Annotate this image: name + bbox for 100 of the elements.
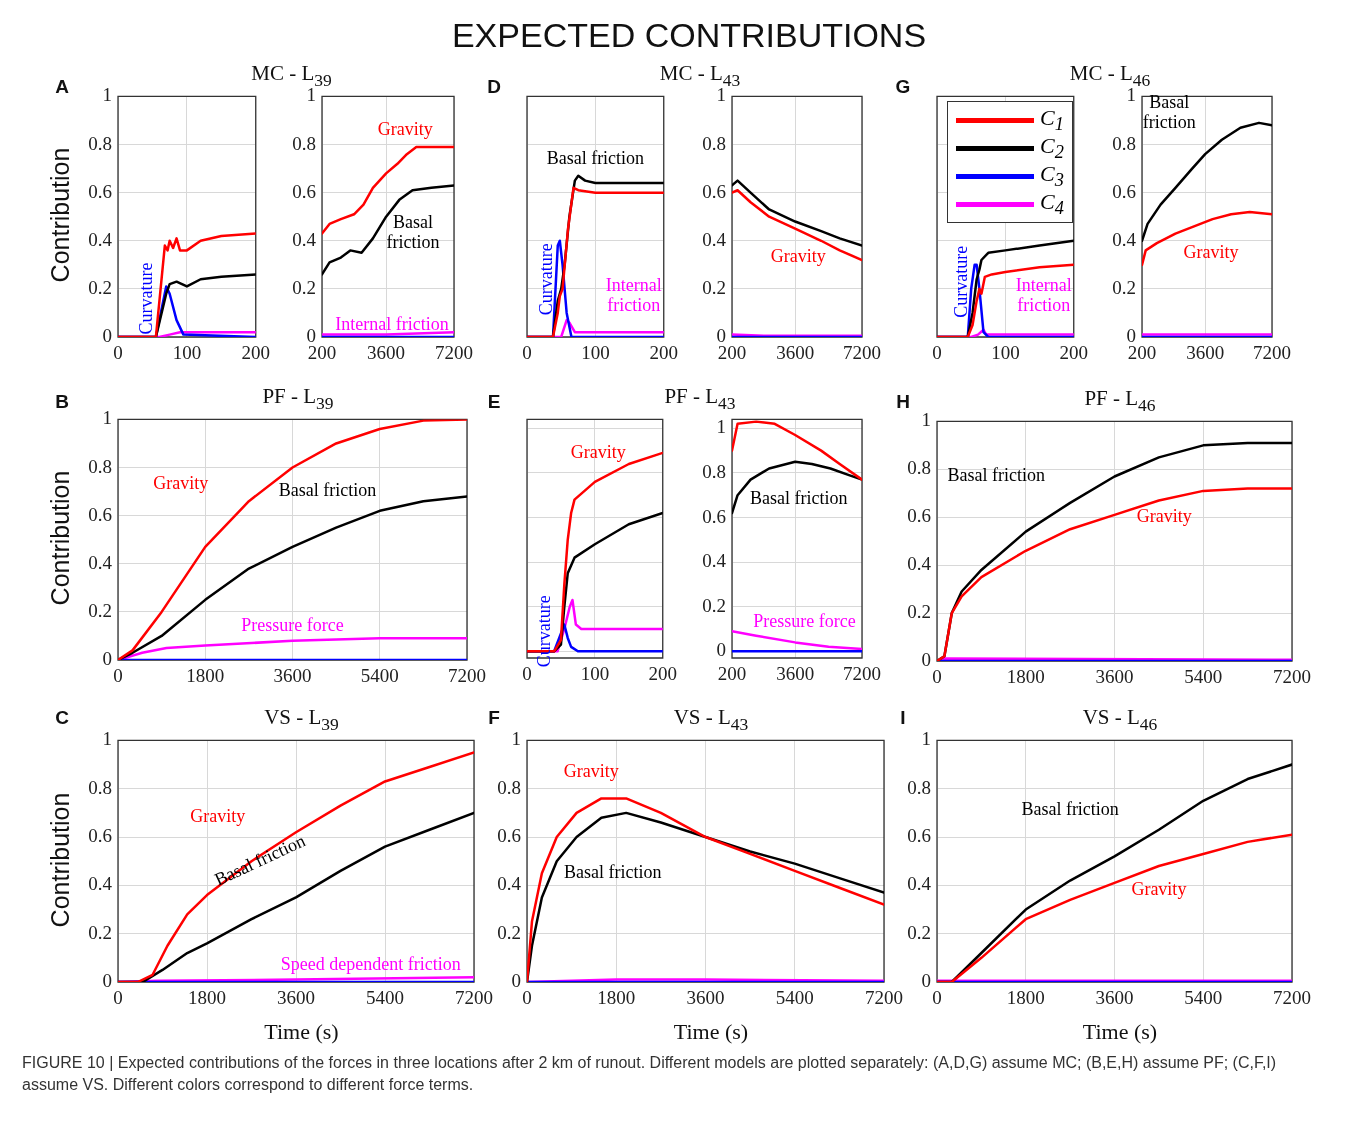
y-tick-label: 0.2 xyxy=(702,594,726,616)
y-tick-label: 0.4 xyxy=(88,873,113,895)
y-tick-label: 0.8 xyxy=(907,457,931,479)
y-tick-label: 1 xyxy=(102,84,112,106)
x-tick-label: 1800 xyxy=(1006,666,1045,688)
x-tick-label: 7200 xyxy=(1273,666,1311,688)
chart-title: PF - L$_{46}$ xyxy=(1084,386,1156,416)
text: G xyxy=(895,76,911,98)
y-tick-label: 0.2 xyxy=(907,921,931,943)
annotation: Basal friction xyxy=(1021,799,1119,820)
chart-title: PF - L$_{43}$ xyxy=(664,384,736,414)
y-axis-title: Contribution xyxy=(45,470,75,606)
y-tick-label: 0.8 xyxy=(702,132,726,154)
annotation: Curvature xyxy=(534,595,555,668)
y-axis-title: Contribution xyxy=(45,792,75,927)
y-tick-label: 0.6 xyxy=(907,825,931,847)
y-tick-label: 1 xyxy=(716,416,726,438)
x-tick-label: 100 xyxy=(172,342,202,364)
y-tick-label: 0.2 xyxy=(88,599,112,621)
y-tick-label: 0.6 xyxy=(497,825,521,847)
y-tick-label: 0.4 xyxy=(702,228,727,250)
annotation: Basal friction xyxy=(546,147,645,168)
x-tick-label: 200 xyxy=(648,663,677,685)
y-tick-label: 0.6 xyxy=(702,180,726,202)
y-tick-label: 0 xyxy=(102,969,112,991)
annotation: Internal friction xyxy=(605,274,662,315)
annotation: Gravity xyxy=(1136,505,1192,526)
annotation: Gravity xyxy=(377,118,433,139)
annotation: Gravity xyxy=(153,473,209,494)
y-tick-label: 0.6 xyxy=(702,505,726,527)
y-tick-label: 0 xyxy=(921,969,931,991)
x-tick-label: 1800 xyxy=(186,665,225,687)
text: C xyxy=(55,707,69,729)
x-tick-label: 5400 xyxy=(1184,666,1223,688)
annotation: Basal friction xyxy=(947,465,1046,486)
x-axis-title: Time (s) xyxy=(673,1019,749,1045)
y-tick-label: 0.4 xyxy=(88,551,113,573)
x-tick-label: 3600 xyxy=(686,987,725,1009)
text: I xyxy=(900,707,906,729)
y-tick-label: 0 xyxy=(921,648,931,670)
y-tick-label: 0.8 xyxy=(88,776,112,798)
annotation: Curvature xyxy=(951,245,972,318)
x-tick-label: 200 xyxy=(241,342,270,364)
x-tick-label: 5400 xyxy=(775,987,814,1009)
x-tick-label: 3600 xyxy=(277,987,315,1009)
annotation: Curvature xyxy=(536,243,557,316)
y-tick-label: 0.4 xyxy=(1112,228,1137,250)
x-tick-label: 100 xyxy=(581,342,610,364)
x-tick-label: 5400 xyxy=(366,987,404,1009)
y-tick-label: 0 xyxy=(716,639,726,661)
chart-title: VS - L$_{39}$ xyxy=(264,705,339,735)
y-tick-label: 0.4 xyxy=(907,873,932,895)
annotation: Gravity xyxy=(563,760,619,781)
y-tick-label: 0.8 xyxy=(907,776,931,798)
x-tick-label: 1800 xyxy=(188,987,226,1009)
caption: FIGURE 10 | Expected contributions of the forces in three locations after 2 km of runout. Different models are plotted separately: (A,D,G) assume MC; (B,E,H) assume PF; (C,F,I) assume VS. Different colors correspond to different force terms. xyxy=(22,1053,1278,1095)
y-tick-label: 1 xyxy=(921,728,931,750)
y-tick-label: 0.2 xyxy=(88,921,112,943)
y-tick-label: 0.2 xyxy=(88,276,112,298)
text: E xyxy=(487,391,501,413)
x-tick-label: 7200 xyxy=(455,987,493,1009)
x-tick-label: 100 xyxy=(580,663,610,685)
text: F xyxy=(488,707,500,729)
y-tick-label: 0 xyxy=(102,647,112,669)
annotation: Basal friction xyxy=(750,488,848,509)
y-tick-label: 0 xyxy=(102,324,112,346)
x-axis-title: Time (s) xyxy=(1082,1019,1158,1045)
x-tick-label: 200 xyxy=(717,663,747,685)
x-axis-title: Time (s) xyxy=(264,1019,339,1045)
y-tick-label: 0.4 xyxy=(88,228,113,250)
y-tick-label: 0.8 xyxy=(88,132,112,154)
x-tick-label: 7200 xyxy=(843,663,881,685)
annotation: Gravity xyxy=(770,246,826,267)
x-tick-label: 3600 xyxy=(776,663,815,685)
y-tick-label: 1 xyxy=(102,728,112,750)
annotation: Internal friction xyxy=(1015,274,1072,315)
y-tick-label: 1 xyxy=(306,84,316,106)
x-tick-label: 200 xyxy=(649,342,678,364)
y-tick-label: 0.6 xyxy=(88,180,112,202)
legend-label: C$_{4}$ xyxy=(1040,188,1064,220)
x-tick-label: 7200 xyxy=(843,342,881,364)
x-tick-label: 200 xyxy=(1059,342,1088,364)
y-tick-label: 0.8 xyxy=(497,776,521,798)
text: D xyxy=(487,76,501,98)
annotation: Basal friction xyxy=(1142,91,1196,132)
y-tick-label: 0.2 xyxy=(292,276,316,298)
annotation: Basal friction xyxy=(278,480,377,501)
annotation: Pressure force xyxy=(241,615,344,636)
legend-label: C$_{3}$ xyxy=(1040,160,1064,191)
y-tick-label: 0.4 xyxy=(292,228,317,250)
y-tick-label: 0.4 xyxy=(702,550,727,572)
y-tick-label: 0.8 xyxy=(1112,132,1136,154)
x-tick-label: 3600 xyxy=(273,665,312,687)
y-tick-label: 0.2 xyxy=(907,601,931,623)
annotation: Gravity xyxy=(1183,241,1239,262)
y-tick-label: 0.6 xyxy=(88,503,112,525)
x-tick-label: 3600 xyxy=(367,342,406,364)
y-tick-label: 0.8 xyxy=(88,455,112,477)
x-tick-label: 5400 xyxy=(1184,987,1223,1009)
annotation: Basal friction xyxy=(563,862,662,883)
